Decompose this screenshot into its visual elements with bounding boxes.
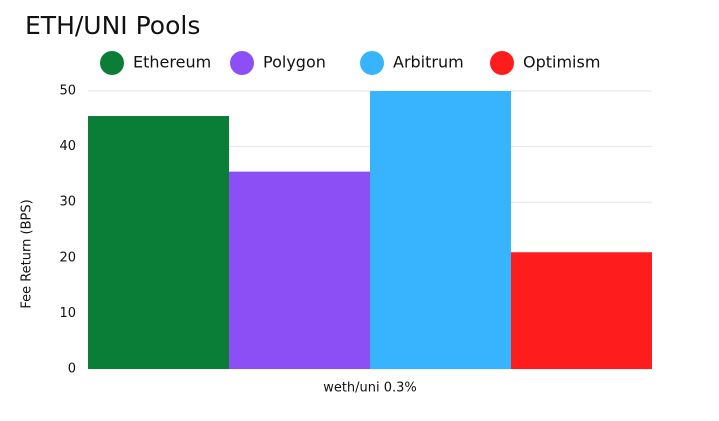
bar [370,91,511,369]
legend-swatch [230,51,254,75]
y-tick-label: 50 [59,84,76,99]
legend-label: Optimism [523,53,600,72]
y-tick-label: 10 [59,306,76,321]
y-tick-label: 0 [68,362,76,377]
legend-swatch [360,51,384,75]
chart-title: ETH/UNI Pools [25,11,200,40]
y-tick-label: 30 [59,195,76,210]
legend-swatch [490,51,514,75]
x-tick-label: weth/uni 0.3% [323,381,417,396]
legend-label: Polygon [263,53,326,72]
y-axis-label: Fee Return (BPS) [20,199,35,308]
y-tick-label: 40 [59,139,76,154]
legend-label: Ethereum [133,53,211,72]
bar [511,252,652,369]
y-tick-label: 20 [59,250,76,265]
bar [88,116,229,370]
bar [229,171,370,369]
legend-label: Arbitrum [393,53,464,72]
legend-swatch [100,51,124,75]
